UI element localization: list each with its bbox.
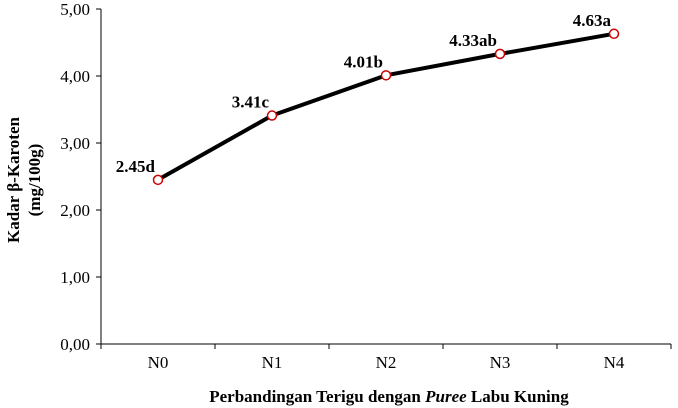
x-tick-label: N0 — [148, 353, 169, 372]
x-axis-title: Perbandingan Terigu dengan Puree Labu Ku… — [209, 387, 569, 406]
y-tick-label: 1,00 — [60, 268, 90, 287]
data-point — [608, 28, 620, 40]
x-axis-title-suffix: Labu Kuning — [467, 387, 570, 406]
series-line — [157, 31, 615, 182]
x-tick-label: N2 — [376, 353, 397, 372]
x-tick-label: N4 — [604, 353, 625, 372]
y-tick-label: 2,00 — [60, 201, 90, 220]
x-axis-ticks: N0 N1 N2 N3 N4 — [100, 344, 672, 372]
series-markers — [152, 28, 620, 186]
x-tick-label: N3 — [490, 353, 511, 372]
y-tick-label: 5,00 — [60, 0, 90, 19]
y-tick-label: 4,00 — [60, 67, 90, 86]
data-point — [380, 70, 392, 81]
data-label: 4.01b — [344, 52, 383, 71]
y-axis-ticks: 0,00 1,00 2,00 3,00 4,00 5,00 — [60, 0, 101, 354]
x-axis-title-italic: Puree — [424, 387, 467, 406]
x-tick-label: N1 — [262, 353, 283, 372]
data-labels: 2.45d 3.41c 4.01b 4.33ab 4.63a — [116, 11, 612, 176]
data-point — [152, 174, 164, 186]
data-label: 3.41c — [232, 93, 270, 112]
y-axis-title-line1: Kadar β-Karoten — [4, 117, 23, 243]
y-tick-label: 3,00 — [60, 134, 90, 153]
data-point — [494, 48, 506, 60]
data-label: 2.45d — [116, 157, 156, 176]
x-axis-title-prefix: Perbandingan Terigu dengan — [209, 387, 425, 406]
y-axis-title-line2: (mg/100g) — [25, 144, 44, 217]
data-label: 4.33ab — [449, 31, 497, 50]
y-tick-label: 0,00 — [60, 335, 90, 354]
data-label: 4.63a — [573, 11, 612, 30]
data-point — [266, 110, 278, 121]
